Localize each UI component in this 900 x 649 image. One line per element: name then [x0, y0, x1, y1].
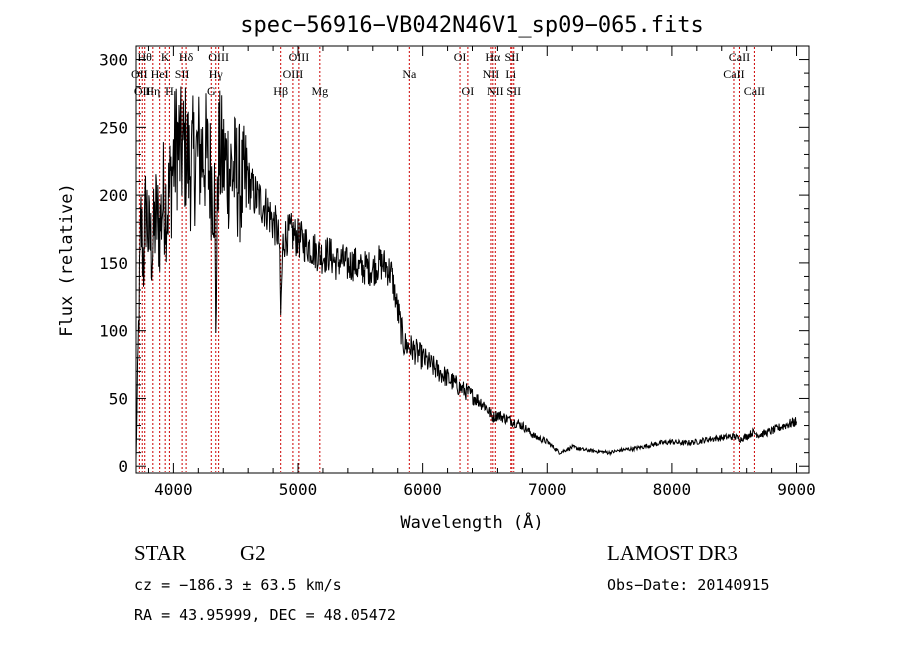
line-label-1: OII	[134, 84, 151, 98]
line-label-24: SII	[506, 84, 521, 98]
line-label-4: HeI	[151, 67, 169, 81]
line-label-15: Mg	[311, 84, 328, 98]
line-label-3: Hη	[145, 84, 160, 98]
line-label-9: G	[207, 84, 216, 98]
y-tick-label: 50	[109, 389, 128, 408]
y-axis-label: Flux (relative)	[57, 183, 77, 337]
x-tick-label: 5000	[279, 480, 318, 499]
line-label-10: Hγ	[209, 67, 224, 81]
y-tick-label: 150	[99, 254, 128, 273]
line-label-2: Hθ	[138, 50, 153, 64]
object-subclass: G2	[240, 541, 266, 565]
line-label-16: Na	[402, 67, 417, 81]
x-tick-label: 7000	[528, 480, 567, 499]
plot-frame	[135, 45, 810, 474]
spectrum-line	[135, 86, 797, 459]
x-tick-label: 8000	[653, 480, 692, 499]
y-tick-label: 100	[99, 322, 128, 341]
line-label-7: SII	[175, 67, 190, 81]
y-tick-label: 0	[118, 457, 128, 476]
line-label-20: Hα	[485, 50, 501, 64]
x-tick-label: 4000	[154, 480, 193, 499]
line-label-27: CaII	[744, 84, 765, 98]
line-label-25: CaII	[723, 67, 744, 81]
spectral-line-labels: OIIOIIHθHηHeIKHSIIHδGHγOIIIHβOIIIOIIIMgN…	[131, 50, 765, 98]
line-label-21: NII	[487, 84, 504, 98]
survey-name: LAMOST DR3	[607, 541, 738, 565]
line-label-17: OI	[454, 50, 467, 64]
spectral-line-markers	[138, 47, 755, 472]
object-class: STAR	[134, 541, 186, 565]
y-axis-ticks: 0 50 100 150 200 250 300	[99, 51, 809, 476]
line-label-14: OIII	[289, 50, 310, 64]
chart-title: spec−56916−VB042N46V1_sp09−065.fits	[240, 13, 704, 38]
x-tick-label: 9000	[777, 480, 816, 499]
line-label-26: CaII	[729, 50, 750, 64]
line-label-22: Li	[505, 67, 516, 81]
y-tick-label: 250	[99, 118, 128, 137]
line-label-6: H	[165, 84, 174, 98]
line-label-19: NII	[483, 67, 500, 81]
line-label-5: K	[161, 50, 170, 64]
coordinates: RA = 43.95999, DEC = 48.05472	[134, 606, 396, 624]
observation-date: Obs−Date: 20140915	[607, 576, 770, 594]
x-axis-label: Wavelength (Å)	[400, 511, 543, 533]
redshift-velocity: cz = −186.3 ± 63.5 km/s	[134, 576, 342, 594]
x-tick-label: 6000	[403, 480, 442, 499]
line-label-11: OIII	[208, 50, 229, 64]
y-tick-label: 300	[99, 51, 128, 70]
line-label-0: OII	[131, 67, 148, 81]
line-label-18: OI	[462, 84, 475, 98]
y-tick-label: 200	[99, 186, 128, 205]
x-axis-ticks: 4000 5000 6000 7000 8000 9000	[147, 46, 816, 499]
line-label-23: SII	[505, 50, 520, 64]
line-label-12: Hβ	[273, 84, 288, 98]
line-label-13: OIII	[283, 67, 304, 81]
line-label-8: Hδ	[179, 50, 194, 64]
